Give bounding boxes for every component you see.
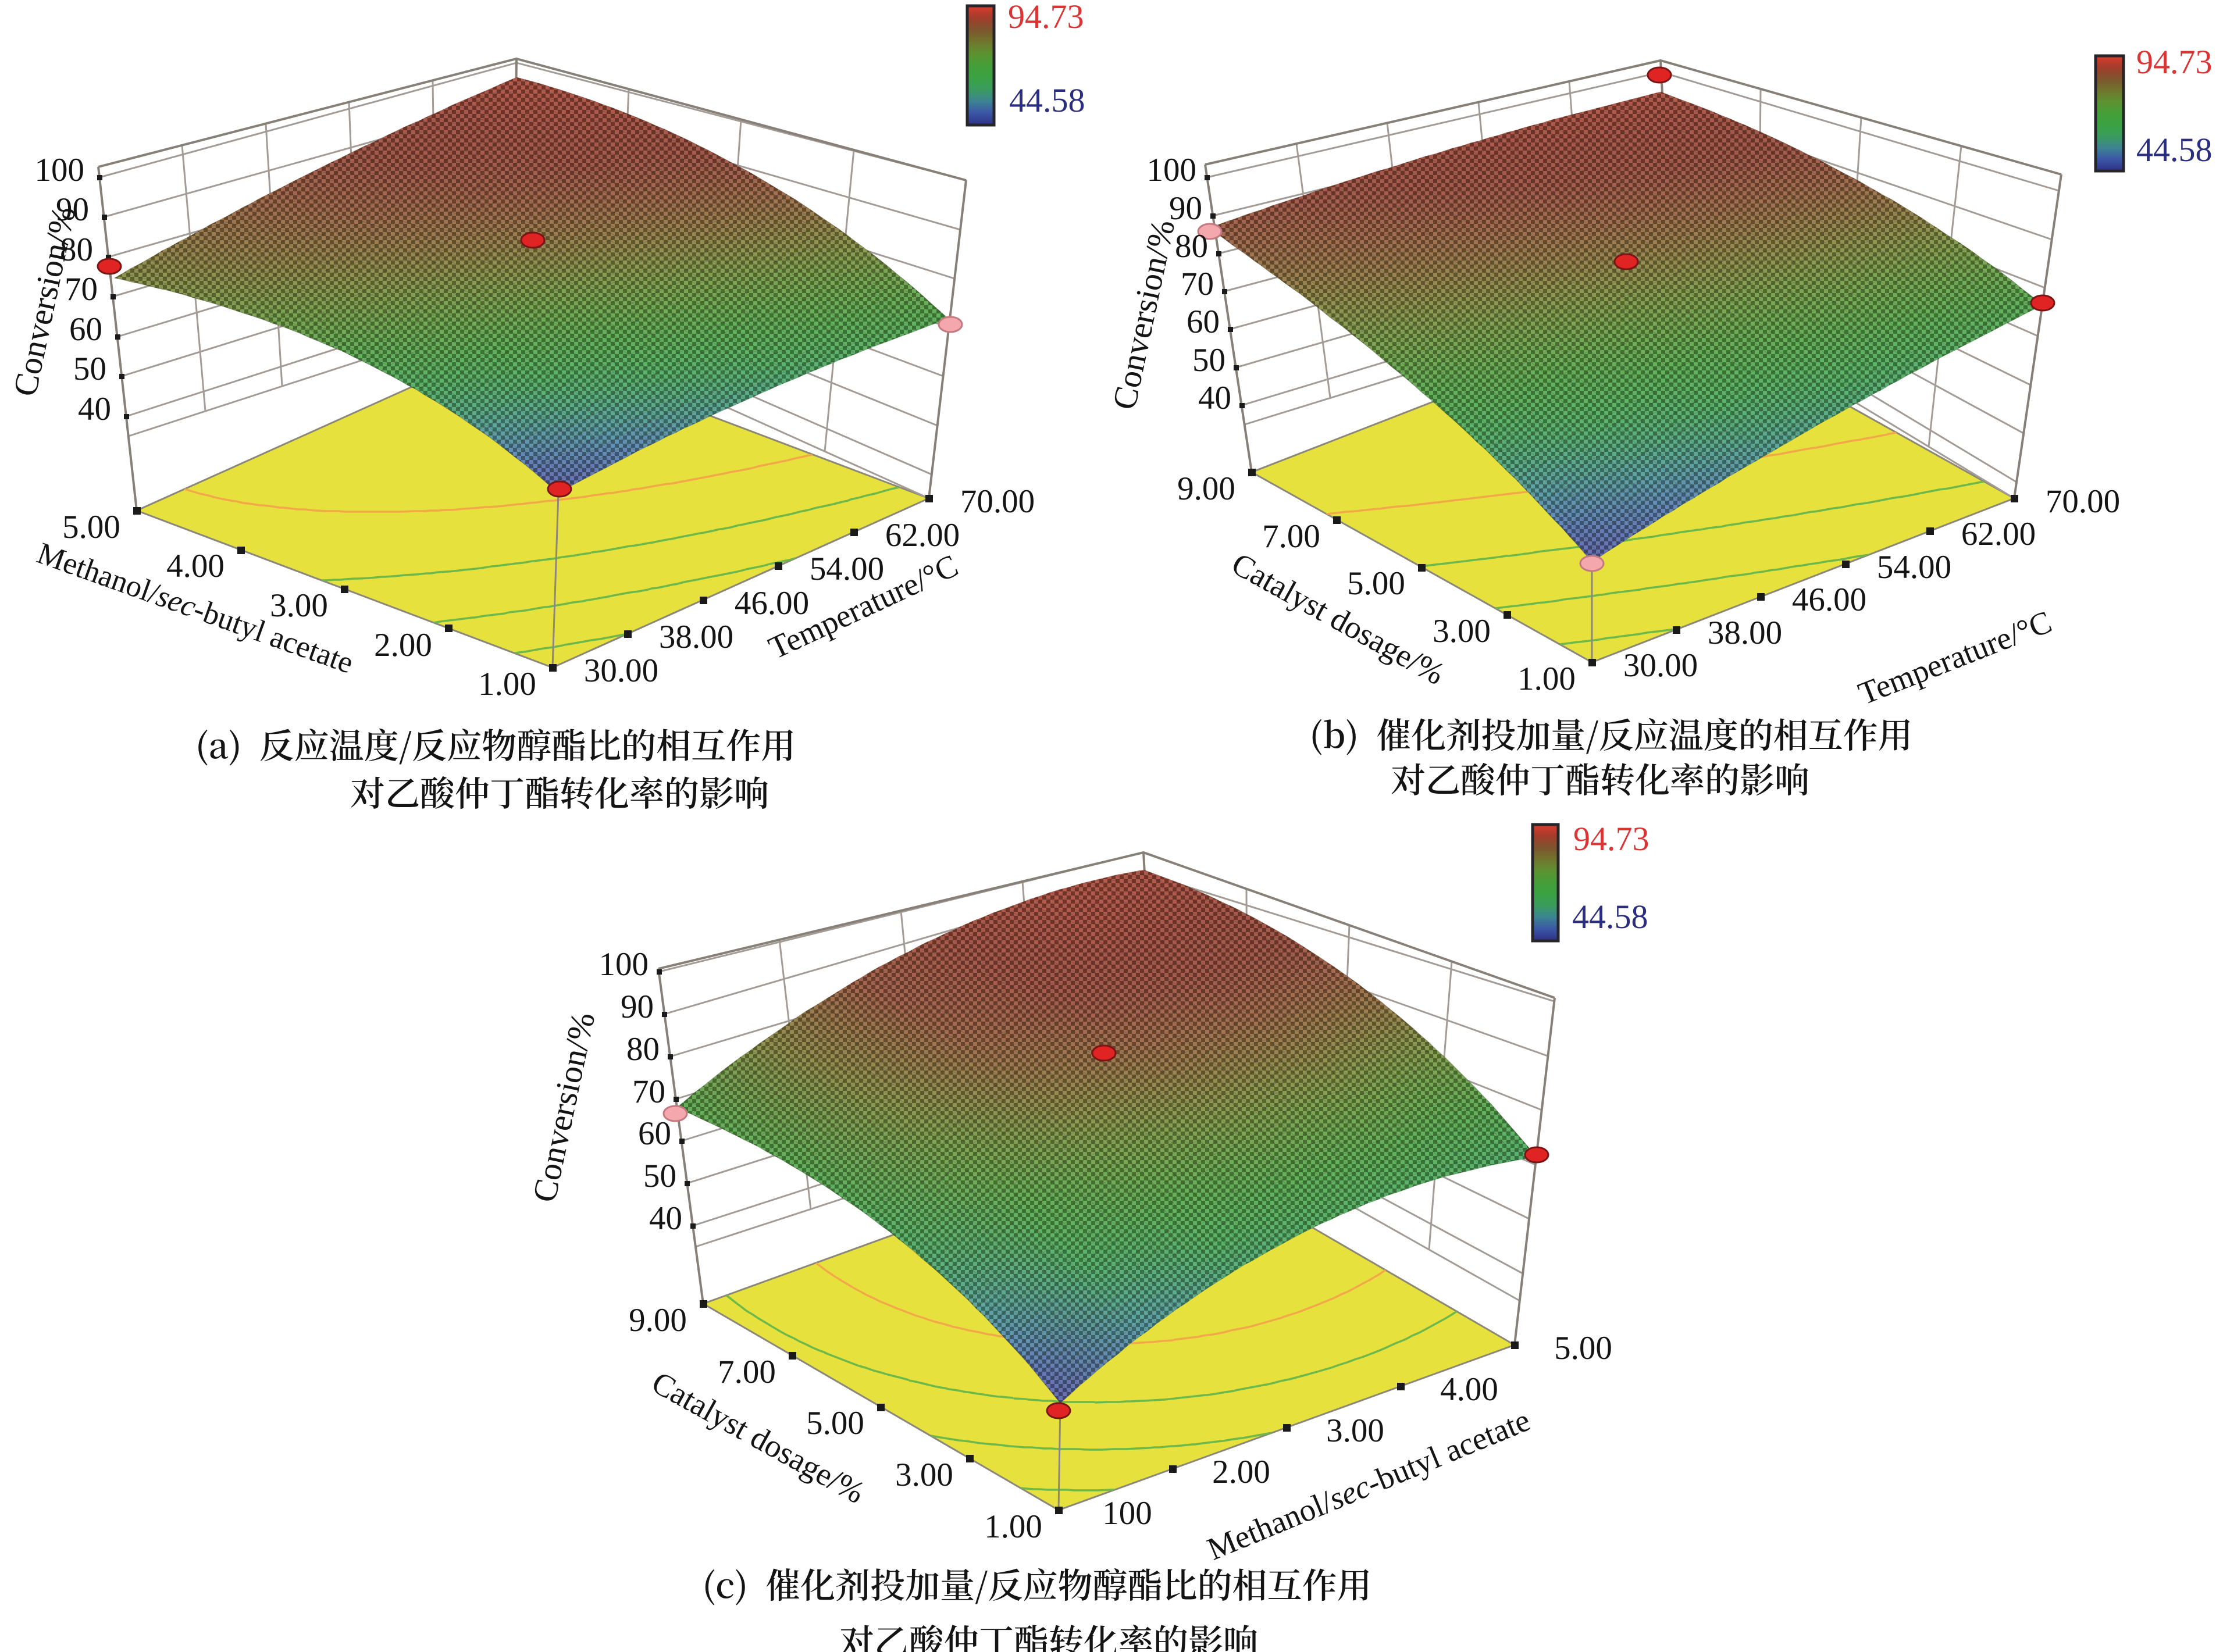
svg-text:80: 80 [60, 231, 93, 268]
svg-text:40: 40 [649, 1200, 682, 1237]
svg-text:80: 80 [1175, 228, 1208, 265]
svg-text:90: 90 [56, 191, 89, 228]
svg-text:50: 50 [1192, 342, 1225, 379]
svg-text:3.00: 3.00 [270, 587, 328, 624]
svg-text:100: 100 [1147, 152, 1197, 188]
svg-text:100: 100 [35, 152, 85, 188]
svg-text:94.73: 94.73 [2136, 43, 2213, 81]
svg-text:38.00: 38.00 [659, 619, 733, 655]
svg-text:1.00: 1.00 [984, 1508, 1042, 1545]
svg-text:4.00: 4.00 [166, 548, 225, 584]
svg-text:44.58: 44.58 [1572, 898, 1648, 936]
svg-text:30.00: 30.00 [584, 652, 658, 689]
svg-text:70: 70 [1181, 266, 1214, 302]
svg-text:3.00: 3.00 [1326, 1412, 1384, 1449]
svg-text:5.00: 5.00 [806, 1405, 864, 1442]
svg-text:70: 70 [65, 271, 98, 308]
svg-text:3.00: 3.00 [895, 1457, 953, 1493]
svg-text:1.00: 1.00 [478, 666, 536, 702]
svg-text:5.00: 5.00 [62, 509, 120, 545]
svg-text:90: 90 [621, 989, 654, 1025]
svg-text:9.00: 9.00 [1177, 470, 1235, 507]
svg-text:4.00: 4.00 [1440, 1371, 1498, 1408]
svg-text:7.00: 7.00 [1262, 518, 1320, 555]
svg-text:5.00: 5.00 [1347, 565, 1405, 602]
svg-text:5.00: 5.00 [1554, 1330, 1612, 1366]
svg-text:38.00: 38.00 [1708, 615, 1782, 651]
svg-text:62.00: 62.00 [885, 517, 960, 554]
svg-text:40: 40 [1198, 380, 1231, 416]
svg-text:46.00: 46.00 [735, 585, 809, 622]
svg-text:50: 50 [73, 351, 106, 387]
svg-text:44.58: 44.58 [1009, 81, 1085, 119]
svg-text:94.73: 94.73 [1573, 820, 1649, 858]
svg-text:1.00: 1.00 [1517, 661, 1576, 697]
svg-text:2.00: 2.00 [374, 627, 432, 663]
svg-text:90: 90 [1169, 190, 1202, 227]
svg-text:60: 60 [638, 1115, 671, 1152]
svg-text:70.00: 70.00 [2046, 483, 2120, 520]
svg-text:3.00: 3.00 [1433, 613, 1491, 650]
svg-text:40: 40 [78, 391, 111, 427]
svg-text:62.00: 62.00 [1961, 516, 2036, 552]
svg-text:54.00: 54.00 [1877, 549, 1951, 586]
svg-text:100: 100 [599, 946, 649, 983]
svg-text:60: 60 [69, 311, 102, 348]
svg-text:80: 80 [626, 1031, 660, 1068]
svg-text:7.00: 7.00 [718, 1354, 776, 1390]
svg-text:70.00: 70.00 [960, 483, 1035, 520]
svg-text:9.00: 9.00 [629, 1302, 687, 1339]
svg-text:30.00: 30.00 [1623, 647, 1698, 684]
svg-text:100: 100 [1102, 1495, 1152, 1532]
svg-text:44.58: 44.58 [2136, 131, 2213, 169]
svg-text:50: 50 [643, 1158, 676, 1194]
svg-text:2.00: 2.00 [1212, 1454, 1270, 1490]
svg-text:54.00: 54.00 [810, 551, 884, 587]
svg-text:70: 70 [632, 1073, 665, 1110]
svg-text:60: 60 [1187, 304, 1220, 340]
svg-text:46.00: 46.00 [1792, 581, 1866, 618]
svg-text:94.73: 94.73 [1008, 0, 1084, 35]
